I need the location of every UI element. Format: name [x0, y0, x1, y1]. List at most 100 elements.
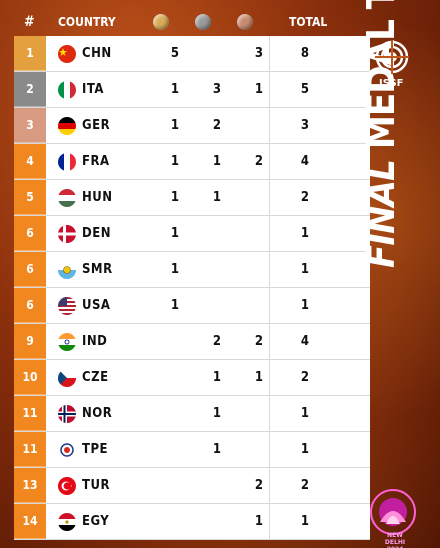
- country-code: NOR: [82, 406, 113, 421]
- gold-medal-icon: [153, 14, 169, 30]
- hungary-flag-icon: [58, 189, 76, 207]
- country-code: ITA: [82, 82, 104, 97]
- france-flag-icon: [58, 153, 76, 171]
- total-count: 2: [300, 190, 310, 205]
- country-code: SMR: [82, 262, 113, 277]
- column-divider: [269, 36, 270, 540]
- rank-value: 1: [26, 46, 34, 60]
- country-code: TUR: [82, 478, 110, 493]
- gold-count: 5: [170, 46, 180, 61]
- rank-cell: 3: [14, 108, 46, 143]
- total-count: 4: [300, 154, 310, 169]
- rank-cell: 14: [14, 504, 46, 539]
- country-code: CHN: [82, 46, 112, 61]
- total-count: 1: [300, 406, 310, 421]
- country-code: CZE: [82, 370, 109, 385]
- gold-count: 1: [170, 226, 180, 241]
- country-code: IND: [82, 334, 108, 349]
- total-header: TOTAL: [289, 15, 328, 29]
- table-row: 11 NOR 1 1: [14, 396, 370, 432]
- rank-value: 5: [26, 190, 34, 204]
- gold-count: 1: [170, 154, 180, 169]
- silver-count: 3: [212, 82, 222, 97]
- bronze-count: 2: [254, 154, 264, 169]
- china-flag-icon: [58, 45, 76, 63]
- country-code: HUN: [82, 190, 113, 205]
- rank-cell: 6: [14, 252, 46, 287]
- table-row: 4 FRA 1 1 2 4: [14, 144, 370, 180]
- table-row: 9 IND 2 2 4: [14, 324, 370, 360]
- gold-count: 1: [170, 118, 180, 133]
- gold-count: 1: [170, 190, 180, 205]
- country-code: TPE: [82, 442, 109, 457]
- bronze-medal-icon: [237, 14, 253, 30]
- total-count: 1: [300, 226, 310, 241]
- table-row: 3 GER 1 2 3: [14, 108, 370, 144]
- silver-count: 1: [212, 190, 222, 205]
- rank-cell: 10: [14, 360, 46, 395]
- rank-cell: 2: [14, 72, 46, 107]
- medal-table: 1 CHN 5 3 8 2 ITA 1 3 1 5 3 GER 1 2 3 4 FRA 1 1 2 4 5 HUN 1 1 2 6 DE…: [14, 36, 370, 540]
- rank-value: 3: [26, 118, 34, 132]
- rank-value: 11: [22, 442, 38, 456]
- rank-cell: 5: [14, 180, 46, 215]
- rank-cell: 9: [14, 324, 46, 359]
- india-flag-icon: [58, 333, 76, 351]
- rank-cell: 1: [14, 36, 46, 71]
- bronze-count: 1: [254, 370, 264, 385]
- total-count: 5: [300, 82, 310, 97]
- total-count: 8: [300, 46, 310, 61]
- chinese-taipei-flag-icon: [58, 441, 76, 459]
- table-row: 13 TUR 2 2: [14, 468, 370, 504]
- silver-medal-icon: [195, 14, 211, 30]
- rank-cell: 4: [14, 144, 46, 179]
- rank-cell: 11: [14, 432, 46, 467]
- turkey-flag-icon: [58, 477, 76, 495]
- bronze-count: 3: [254, 46, 264, 61]
- usa-flag-icon: [58, 297, 76, 315]
- rank-value: 10: [22, 370, 38, 384]
- gold-count: 1: [170, 262, 180, 277]
- table-row: 1 CHN 5 3 8: [14, 36, 370, 72]
- table-row: 14 EGY 1 1: [14, 504, 370, 540]
- country-code: FRA: [82, 154, 110, 169]
- table-row: 6 DEN 1 1: [14, 216, 370, 252]
- world-cup-final-logo-icon: [370, 489, 416, 535]
- table-row: 5 HUN 1 1 2: [14, 180, 370, 216]
- country-code: EGY: [82, 514, 110, 529]
- silver-count: 1: [212, 154, 222, 169]
- rank-cell: 11: [14, 396, 46, 431]
- country-code: GER: [82, 118, 111, 133]
- silver-count: 1: [212, 442, 222, 457]
- san-marino-flag-icon: [58, 261, 76, 279]
- country-header: COUNTRY: [58, 15, 116, 29]
- germany-flag-icon: [58, 117, 76, 135]
- rank-value: 6: [26, 262, 34, 276]
- issf-logo-icon: [375, 40, 409, 74]
- silver-count: 1: [212, 370, 222, 385]
- country-code: DEN: [82, 226, 111, 241]
- czechia-flag-icon: [58, 369, 76, 387]
- denmark-flag-icon: [58, 225, 76, 243]
- bronze-count: 1: [254, 82, 264, 97]
- bronze-count: 2: [254, 478, 264, 493]
- bronze-count: 2: [254, 334, 264, 349]
- silver-count: 2: [212, 334, 222, 349]
- rank-value: 13: [22, 478, 38, 492]
- rank-cell: 13: [14, 468, 46, 503]
- total-count: 1: [300, 298, 310, 313]
- table-row: 10 CZE 1 1 2: [14, 360, 370, 396]
- total-count: 2: [300, 478, 310, 493]
- total-count: 2: [300, 370, 310, 385]
- country-code: USA: [82, 298, 111, 313]
- table-row: 6 SMR 1 1: [14, 252, 370, 288]
- bronze-count: 1: [254, 514, 264, 529]
- rank-value: 4: [26, 154, 34, 168]
- rank-value: 6: [26, 226, 34, 240]
- rank-value: 11: [22, 406, 38, 420]
- event-label: NEW DELHI 2024: [384, 532, 406, 548]
- side-title-final: FINAL: [359, 160, 403, 268]
- rank-cell: 6: [14, 216, 46, 251]
- rank-cell: 6: [14, 288, 46, 323]
- issf-label: ISSF: [379, 78, 404, 89]
